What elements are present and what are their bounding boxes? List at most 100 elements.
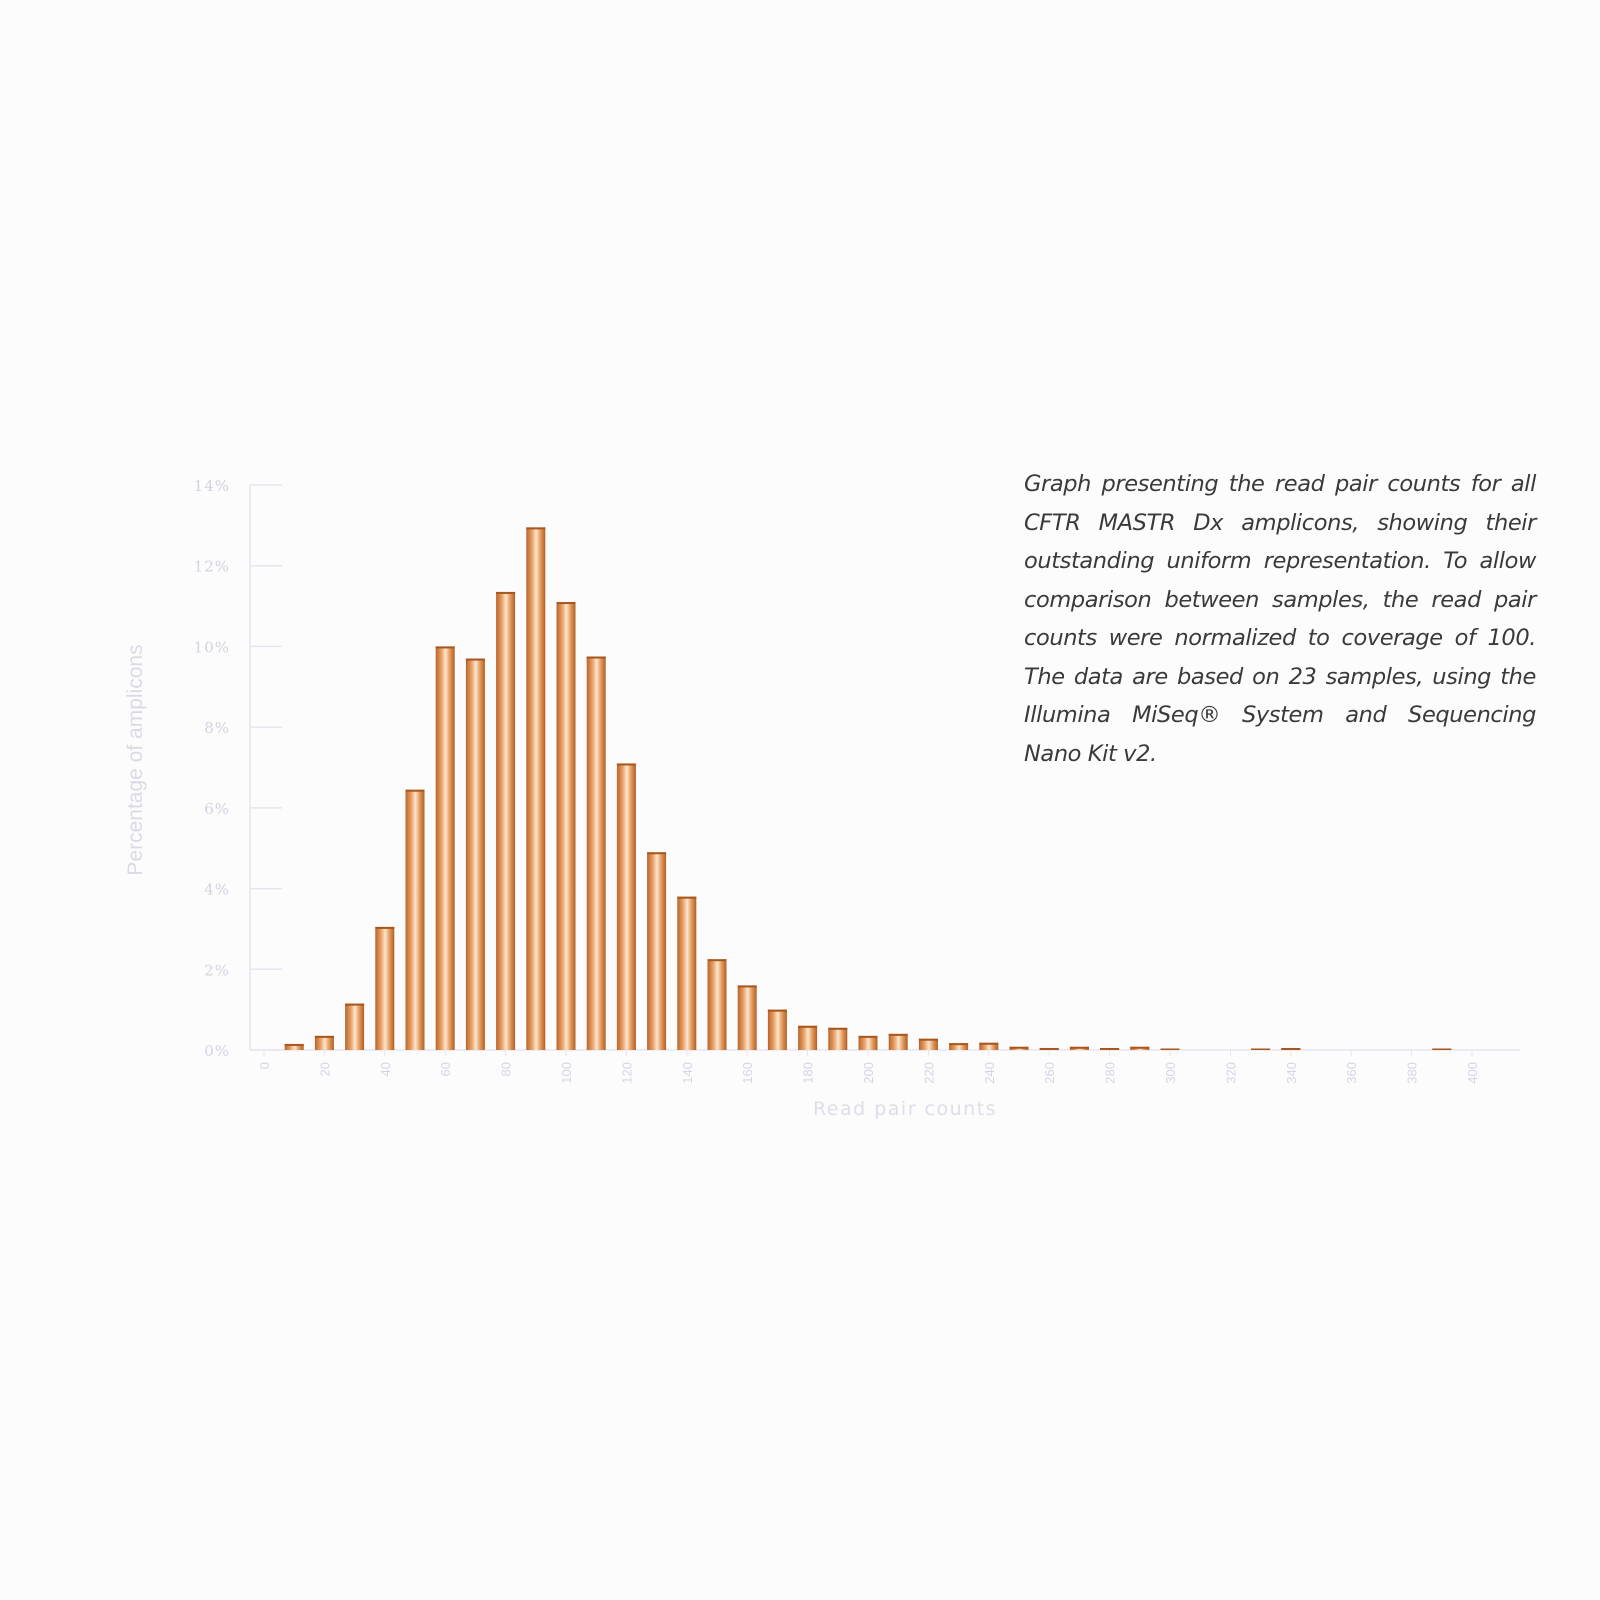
bar bbox=[1039, 1047, 1059, 1050]
bar-body bbox=[616, 763, 636, 1050]
bar bbox=[737, 985, 757, 1050]
bar-body bbox=[496, 591, 516, 1050]
bar bbox=[1251, 1048, 1271, 1050]
bar-cap bbox=[677, 896, 697, 899]
x-tick-label: 320 bbox=[1223, 1062, 1238, 1084]
y-tick-label: 6% bbox=[204, 800, 230, 818]
bar-cap bbox=[828, 1027, 848, 1030]
x-tick-label: 120 bbox=[619, 1062, 634, 1084]
x-tick-label: 180 bbox=[801, 1062, 816, 1084]
bar-body bbox=[526, 527, 546, 1050]
bar-cap bbox=[858, 1035, 878, 1038]
y-tick-label: 10% bbox=[194, 638, 230, 656]
bar-cap bbox=[918, 1038, 938, 1041]
bar-cap bbox=[1009, 1046, 1029, 1049]
bar-body bbox=[949, 1043, 969, 1050]
bar-body bbox=[828, 1027, 848, 1050]
bar bbox=[677, 896, 697, 1050]
y-axis: 0% 2% 4% 6% 8% 10% 12% 14% bbox=[194, 477, 282, 1060]
bar-cap bbox=[556, 602, 576, 605]
bar-cap bbox=[616, 763, 636, 766]
x-tick-label: 0 bbox=[257, 1062, 272, 1069]
bar bbox=[1069, 1046, 1089, 1050]
bar-cap bbox=[647, 852, 667, 855]
bar-body bbox=[888, 1033, 908, 1050]
bar bbox=[314, 1035, 334, 1050]
bar-body bbox=[435, 646, 455, 1050]
x-axis: 0 20 40 60 80 100 120 140 160 180 200 220 240 260 280 3… bbox=[250, 1049, 1520, 1084]
bar bbox=[1160, 1048, 1180, 1050]
x-tick-label: 160 bbox=[740, 1062, 755, 1084]
bar bbox=[647, 852, 667, 1050]
bar-body bbox=[647, 852, 667, 1050]
bar-cap bbox=[496, 591, 516, 594]
bar bbox=[949, 1043, 969, 1050]
bar-body bbox=[677, 896, 697, 1050]
bar-cap bbox=[1130, 1046, 1150, 1049]
bar-body bbox=[586, 656, 606, 1050]
bar-cap bbox=[375, 926, 395, 929]
bar-cap bbox=[314, 1035, 334, 1038]
x-tick-label: 380 bbox=[1405, 1062, 1420, 1084]
bar bbox=[496, 591, 516, 1050]
bar-cap bbox=[435, 646, 455, 649]
bar-cap bbox=[345, 1003, 365, 1006]
figure-caption: Graph presenting the read pair counts fo… bbox=[1024, 471, 1536, 767]
bar-body bbox=[979, 1042, 999, 1050]
bar bbox=[465, 658, 485, 1050]
bar bbox=[405, 789, 425, 1050]
bar-body bbox=[737, 985, 757, 1050]
bar bbox=[345, 1003, 365, 1050]
x-tick-label: 300 bbox=[1163, 1062, 1178, 1084]
bar bbox=[586, 656, 606, 1050]
bar-cap bbox=[888, 1033, 908, 1036]
bar bbox=[1281, 1047, 1301, 1050]
x-tick-label: 400 bbox=[1465, 1062, 1480, 1084]
bar-cap bbox=[1039, 1047, 1059, 1050]
bars bbox=[284, 527, 1452, 1050]
bar-body bbox=[798, 1025, 818, 1050]
x-tick-label: 240 bbox=[982, 1062, 997, 1084]
bar-body bbox=[375, 926, 395, 1050]
y-tick-label: 14% bbox=[194, 477, 230, 495]
bar-cap bbox=[767, 1009, 787, 1012]
x-axis-title: Read pair counts bbox=[813, 1098, 997, 1120]
bar bbox=[1130, 1046, 1150, 1050]
bar-cap bbox=[1100, 1047, 1120, 1050]
bar bbox=[616, 763, 636, 1050]
bar-cap bbox=[737, 985, 757, 988]
bar-cap bbox=[1251, 1048, 1271, 1050]
bar bbox=[798, 1025, 818, 1050]
bar-cap bbox=[798, 1025, 818, 1028]
bar bbox=[767, 1009, 787, 1050]
x-tick-label: 100 bbox=[559, 1062, 574, 1084]
y-axis-title: Percentage of amplicons bbox=[124, 644, 147, 875]
bar bbox=[1100, 1047, 1120, 1050]
x-tick-label: 280 bbox=[1103, 1062, 1118, 1084]
bar-cap bbox=[526, 527, 546, 530]
bar-body bbox=[556, 602, 576, 1050]
x-tick-label: 60 bbox=[438, 1062, 453, 1076]
bar bbox=[1432, 1048, 1452, 1050]
bar bbox=[888, 1033, 908, 1050]
y-tick-label: 0% bbox=[204, 1042, 230, 1060]
bar bbox=[526, 527, 546, 1050]
bar-body bbox=[858, 1035, 878, 1050]
y-tick-label: 4% bbox=[204, 881, 230, 899]
x-tick-label: 220 bbox=[921, 1062, 936, 1084]
bar-body bbox=[465, 658, 485, 1050]
bar bbox=[556, 602, 576, 1050]
bar-cap bbox=[405, 789, 425, 792]
bar bbox=[435, 646, 455, 1050]
bar-cap bbox=[465, 658, 485, 661]
bar-body bbox=[345, 1003, 365, 1050]
x-tick-label: 200 bbox=[861, 1062, 876, 1084]
x-tick-label: 40 bbox=[378, 1062, 393, 1076]
bar-body bbox=[767, 1009, 787, 1050]
bar bbox=[979, 1042, 999, 1050]
bar bbox=[918, 1038, 938, 1050]
bar-body bbox=[284, 1043, 304, 1050]
bar-cap bbox=[1281, 1047, 1301, 1050]
